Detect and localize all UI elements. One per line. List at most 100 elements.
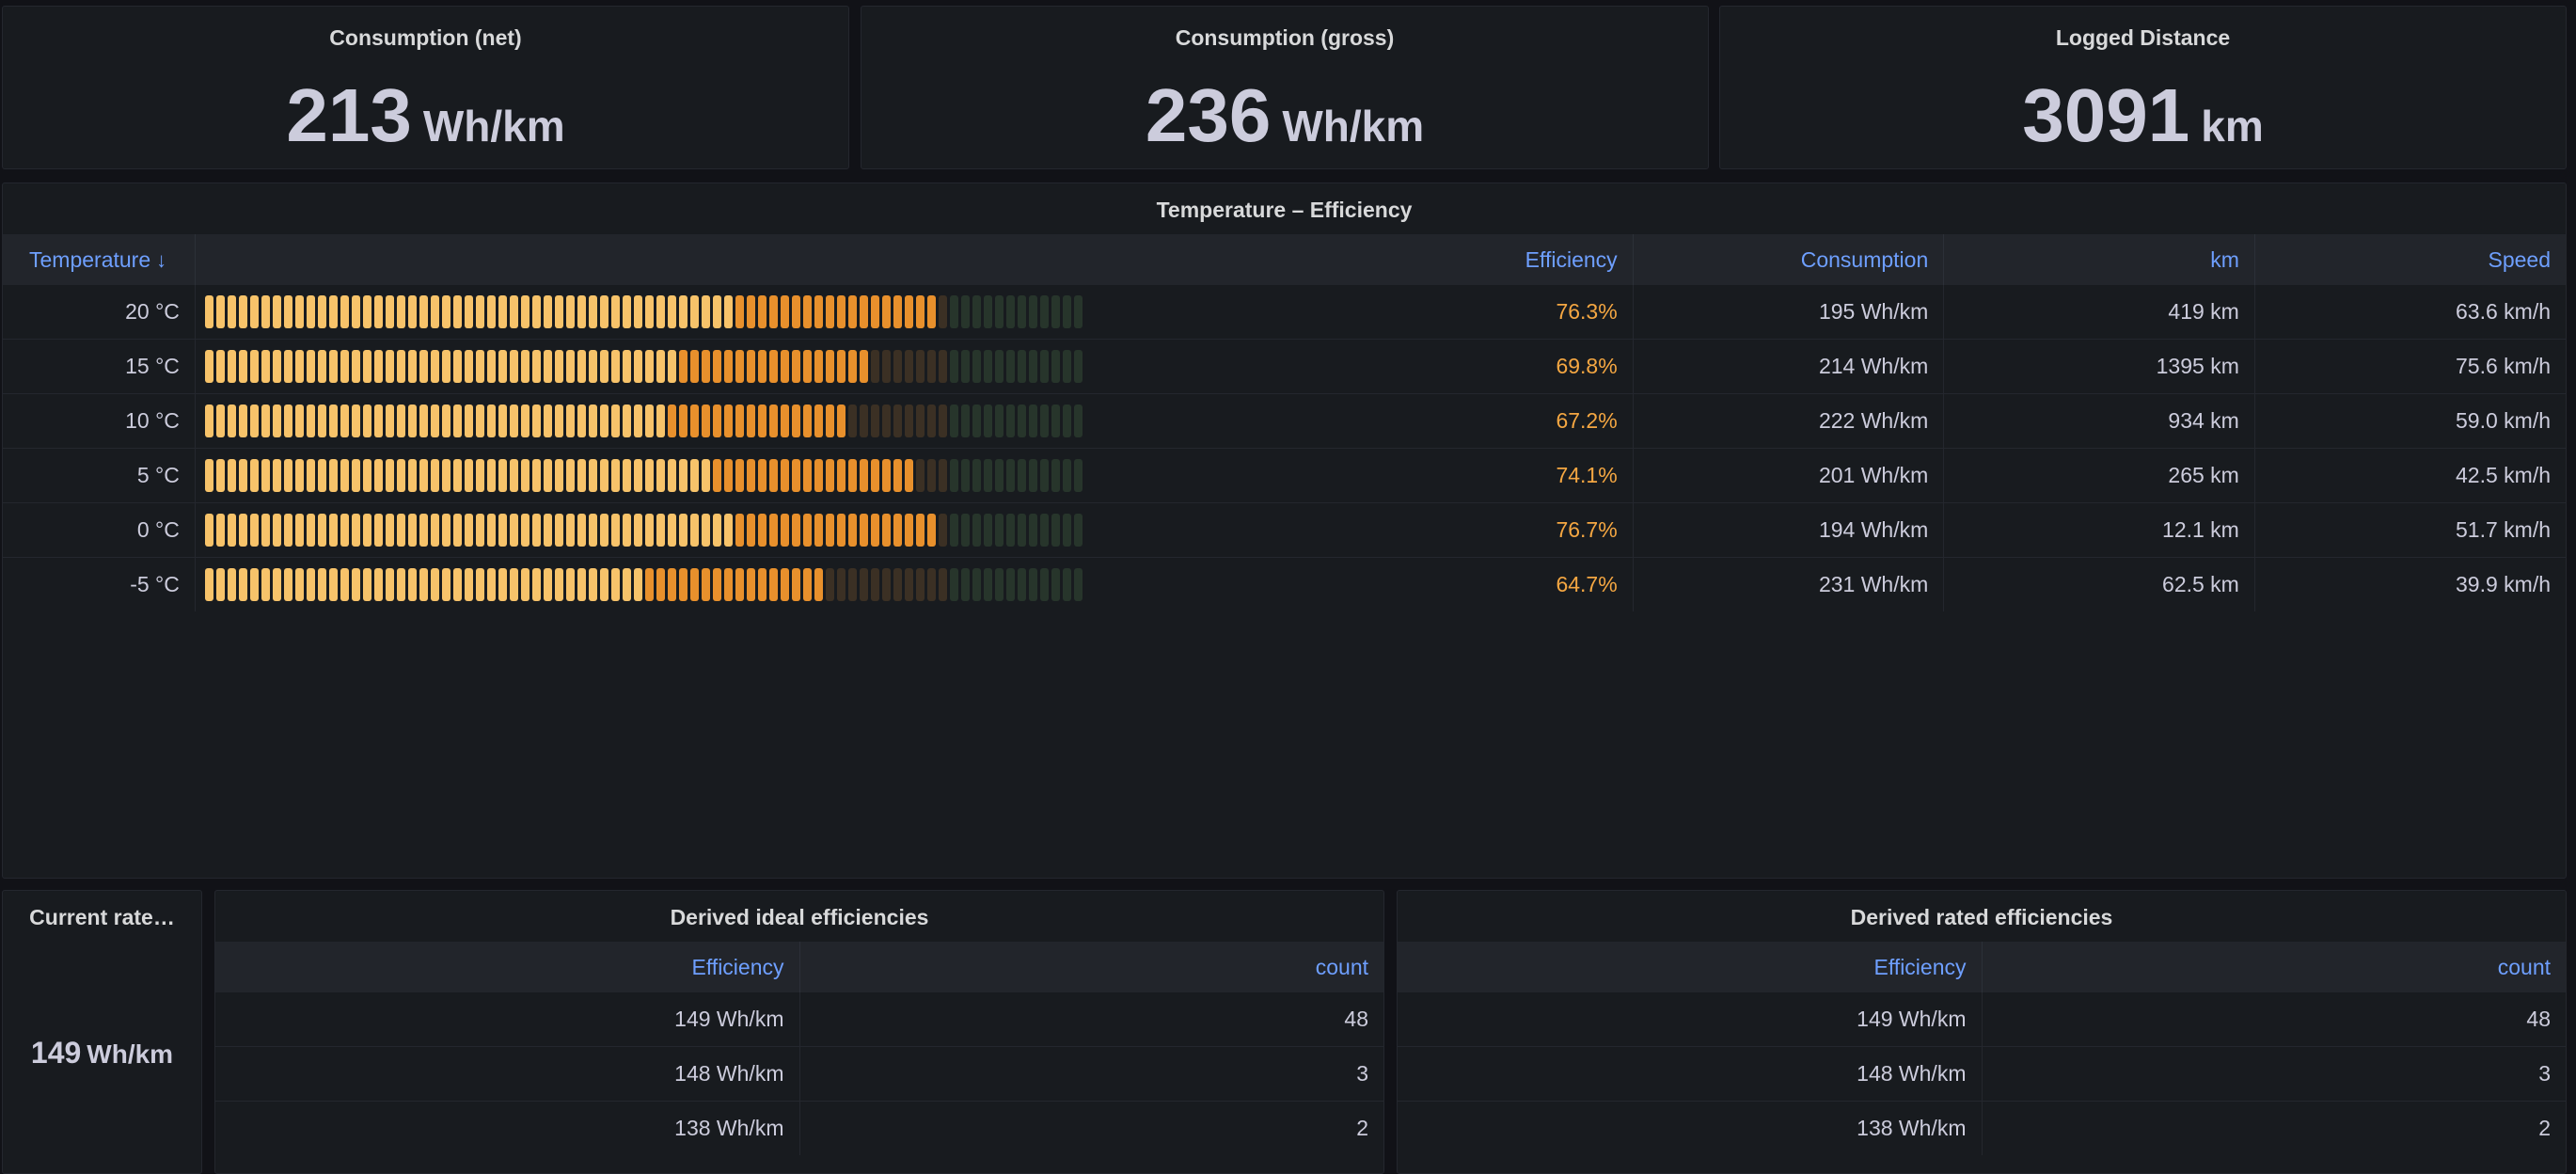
column-header-efficiency[interactable]: Efficiency — [195, 234, 1634, 285]
gauge-segment — [870, 405, 879, 437]
gauge-segment — [588, 514, 597, 547]
gauge-segment — [633, 459, 642, 492]
gauge-segment — [983, 568, 992, 601]
efficiency-gauge — [204, 350, 1083, 383]
gauge-segment — [622, 514, 631, 547]
gauge-segment — [1017, 405, 1026, 437]
gauge-segment — [498, 350, 507, 383]
gauge-segment — [215, 295, 225, 328]
gauge-segment — [701, 405, 710, 437]
gauge-segment — [340, 295, 349, 328]
gauge-segment — [689, 350, 699, 383]
gauge-segment — [904, 514, 913, 547]
column-header-temperature[interactable]: Temperature ↓ — [3, 234, 196, 285]
efficiency-gauge — [204, 405, 1083, 437]
gauge-segment — [486, 405, 496, 437]
gauge-segment — [543, 514, 552, 547]
speed-cell: 59.0 km/h — [2254, 393, 2566, 449]
speed-cell: 51.7 km/h — [2254, 502, 2566, 558]
gauge-segment — [814, 568, 823, 601]
gauge-segment — [610, 295, 620, 328]
gauge-segment — [351, 568, 360, 601]
temperature-efficiency-panel[interactable]: Temperature – Efficiency Temperature ↓ Ef… — [2, 182, 2567, 879]
gauge-segment — [622, 568, 631, 601]
gauge-segment — [340, 568, 349, 601]
stat-panel-logged-distance[interactable]: Logged Distance 3091 km — [1719, 6, 2567, 169]
gauge-segment — [261, 459, 270, 492]
km-cell: 934 km — [1943, 393, 2255, 449]
table-row: 149 Wh/km 48 — [215, 992, 1383, 1047]
gauge-segment — [1005, 350, 1015, 383]
stat-panel-consumption-net[interactable]: Consumption (net) 213 Wh/km — [2, 6, 849, 169]
stat-number: 149 — [30, 1036, 82, 1070]
column-header-km[interactable]: km — [1943, 234, 2255, 285]
gauge-segment — [238, 350, 247, 383]
gauge-segment — [599, 459, 608, 492]
gauge-segment — [227, 568, 236, 601]
gauge-segment — [249, 459, 259, 492]
km-cell: 12.1 km — [1943, 502, 2255, 558]
gauge-segment — [385, 568, 394, 601]
gauge-segment — [825, 295, 834, 328]
gauge-segment — [249, 568, 259, 601]
gauge-segment — [746, 459, 755, 492]
gauge-segment — [825, 350, 834, 383]
column-header-speed[interactable]: Speed — [2254, 234, 2566, 285]
column-header-efficiency[interactable]: Efficiency — [1398, 942, 1983, 992]
efficiency-value: 69.8% — [1556, 354, 1618, 378]
gauge-segment — [633, 295, 642, 328]
gauge-segment — [520, 350, 529, 383]
gauge-segment — [419, 350, 428, 383]
column-header-efficiency[interactable]: Efficiency — [215, 942, 800, 992]
gauge-segment — [565, 568, 575, 601]
gauge-segment — [283, 295, 292, 328]
current-rate-panel[interactable]: Current rate… 149 Wh/km — [2, 890, 202, 1174]
gauge-segment — [238, 568, 247, 601]
gauge-segment — [1028, 459, 1037, 492]
gauge-segment — [870, 568, 879, 601]
gauge-segment — [373, 568, 383, 601]
stat-panel-consumption-gross[interactable]: Consumption (gross) 236 Wh/km — [861, 6, 1709, 169]
gauge-segment — [543, 568, 552, 601]
efficiency-gauge — [204, 568, 1083, 601]
gauge-segment — [1005, 459, 1015, 492]
gauge-segment — [814, 350, 823, 383]
gauge-segment — [294, 350, 304, 383]
gauge-segment — [780, 350, 789, 383]
derived-rated-efficiencies-panel[interactable]: Derived rated efficiencies Efficiency co… — [1397, 890, 2567, 1174]
table-row: 10 °C 67.2% 222 Wh/km 934 km 59.0 km/h — [3, 393, 2566, 449]
gauge-segment — [1051, 350, 1060, 383]
gauge-segment — [565, 514, 575, 547]
gauge-segment — [893, 459, 902, 492]
gauge-segment — [317, 459, 326, 492]
gauge-segment — [238, 405, 247, 437]
gauge-segment — [407, 514, 417, 547]
gauge-segment — [554, 514, 563, 547]
gauge-segment — [814, 514, 823, 547]
gauge-segment — [802, 295, 812, 328]
gauge-segment — [723, 459, 733, 492]
gauge-segment — [340, 459, 349, 492]
column-header-consumption[interactable]: Consumption — [1633, 234, 1945, 285]
gauge-segment — [847, 405, 857, 437]
column-header-count[interactable]: count — [799, 942, 1383, 992]
gauge-segment — [972, 568, 981, 601]
gauge-segment — [272, 405, 281, 437]
table-row: 5 °C 74.1% 201 Wh/km 265 km 42.5 km/h — [3, 448, 2566, 503]
gauge-segment — [1051, 295, 1060, 328]
gauge-segment — [531, 459, 541, 492]
consumption-cell: 231 Wh/km — [1633, 557, 1945, 611]
gauge-segment — [227, 514, 236, 547]
gauge-segment — [780, 514, 789, 547]
gauge-segment — [373, 514, 383, 547]
efficiency-cell: 76.3% — [195, 285, 1634, 340]
gauge-segment — [757, 405, 766, 437]
column-header-count[interactable]: count — [1982, 942, 2566, 992]
gauge-segment — [475, 350, 484, 383]
gauge-segment — [407, 568, 417, 601]
efficiency-value: 76.7% — [1556, 517, 1618, 542]
derived-ideal-efficiencies-panel[interactable]: Derived ideal efficiencies Efficiency co… — [214, 890, 1384, 1174]
table-row: 148 Wh/km 3 — [215, 1046, 1383, 1102]
gauge-segment — [1017, 568, 1026, 601]
gauge-segment — [1051, 568, 1060, 601]
